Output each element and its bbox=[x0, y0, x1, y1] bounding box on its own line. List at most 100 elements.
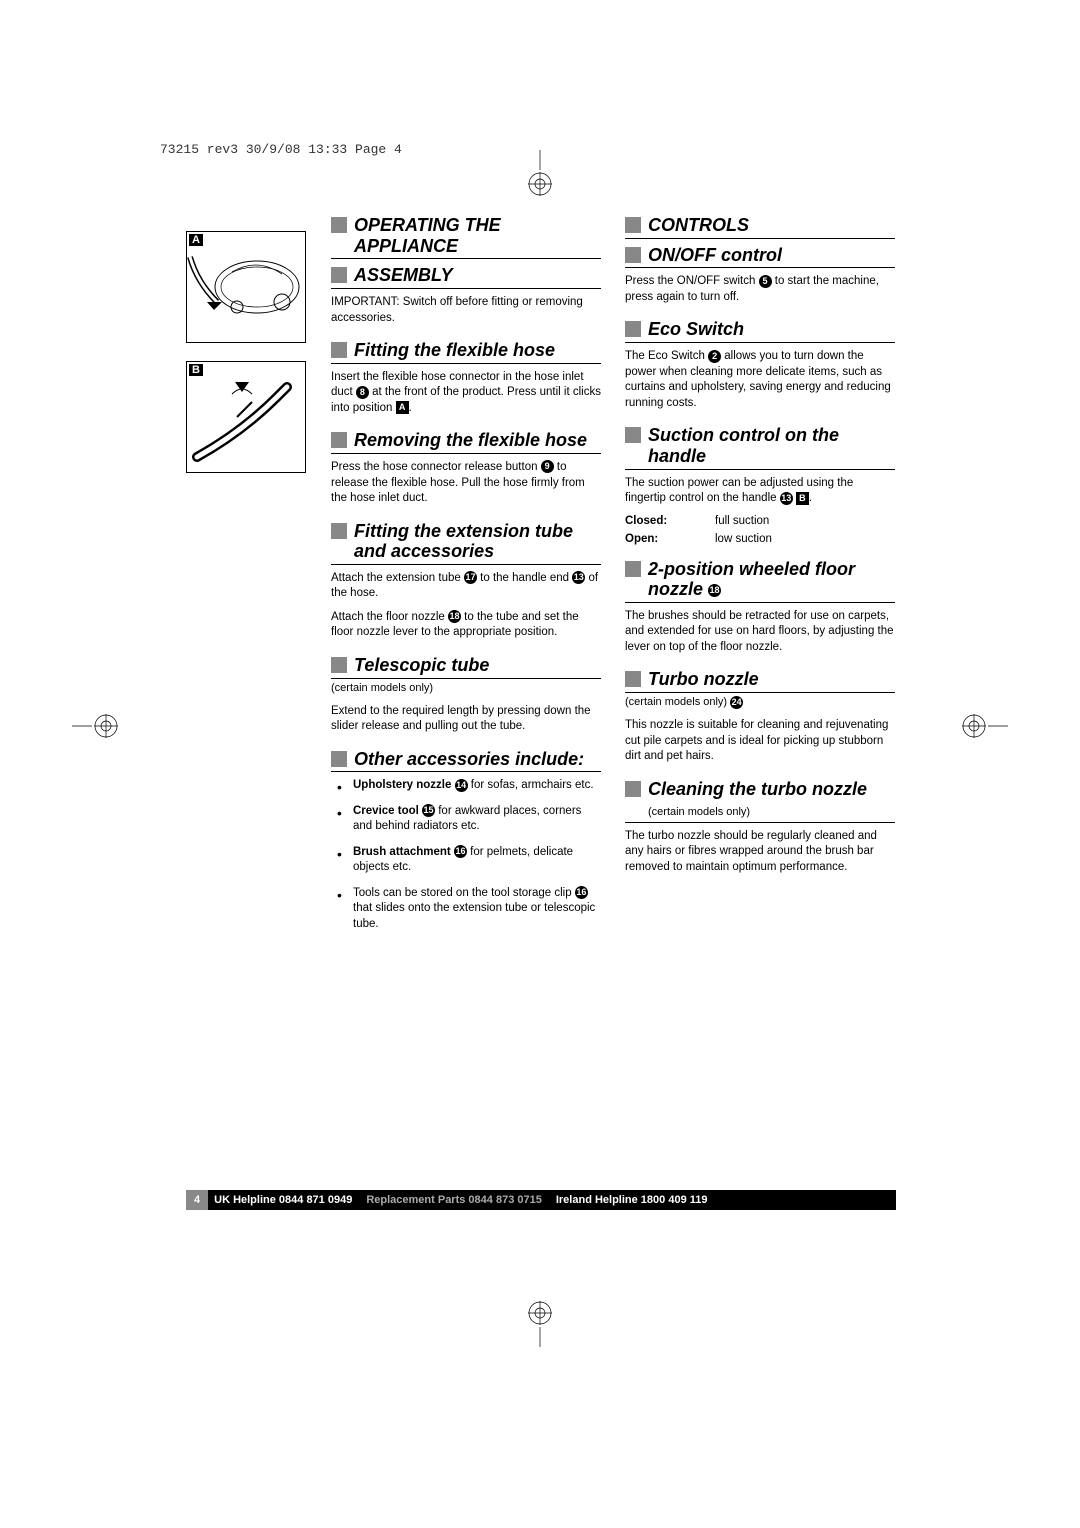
section-turbo: Turbo nozzle bbox=[625, 669, 895, 693]
ref-16-icon: 16 bbox=[575, 886, 588, 899]
ref-13-icon: 13 bbox=[572, 571, 585, 584]
print-header: 73215 rev3 30/9/08 13:33 Page 4 bbox=[160, 142, 402, 157]
heading-onoff: ON/OFF control bbox=[648, 245, 782, 266]
bullet-square-icon bbox=[331, 657, 347, 673]
section-clean-turbo: Cleaning the turbo nozzle (certain model… bbox=[625, 779, 895, 823]
figure-column: A B bbox=[186, 231, 306, 491]
ref-24-icon: 24 bbox=[730, 696, 743, 709]
bullet-square-icon bbox=[331, 751, 347, 767]
bullet-square-icon bbox=[331, 523, 347, 539]
clean-text: The turbo nozzle should be regularly cle… bbox=[625, 829, 895, 876]
section-eco: Eco Switch bbox=[625, 319, 895, 343]
section-telescopic: Telescopic tube bbox=[331, 655, 601, 679]
heading-telescopic: Telescopic tube bbox=[354, 655, 489, 676]
vacuum-illustration-a bbox=[187, 232, 305, 342]
heading-fit-hose: Fitting the flexible hose bbox=[354, 340, 555, 361]
heading-assembly: ASSEMBLY bbox=[354, 265, 453, 286]
bullet-square-icon bbox=[625, 671, 641, 687]
ref-14-icon: 14 bbox=[455, 779, 468, 792]
ref-17-icon: 17 bbox=[464, 571, 477, 584]
bullet-square-icon bbox=[625, 247, 641, 263]
ireland-helpline: Ireland Helpline 1800 409 119 bbox=[556, 1194, 708, 1206]
closed-label: Closed: bbox=[625, 515, 715, 527]
fit-ext-p2: Attach the floor nozzle 18 to the tube a… bbox=[331, 610, 601, 641]
section-operating: OPERATING THE APPLIANCE bbox=[331, 215, 601, 259]
suction-table: Closed:full suction Open:low suction bbox=[625, 515, 895, 545]
uk-helpline: UK Helpline 0844 871 0949 bbox=[214, 1194, 352, 1206]
list-item: Tools can be stored on the tool storage … bbox=[331, 886, 601, 933]
column-2: CONTROLS ON/OFF control Press the ON/OFF… bbox=[625, 215, 895, 942]
section-suction: Suction control on the handle bbox=[625, 425, 895, 469]
ref-9-icon: 9 bbox=[541, 460, 554, 473]
heading-eco: Eco Switch bbox=[648, 319, 744, 340]
bullet-square-icon bbox=[625, 427, 641, 443]
heading-fit-ext: Fitting the extension tube and accessori… bbox=[354, 521, 601, 562]
bullet-square-icon bbox=[331, 267, 347, 283]
section-controls: CONTROLS bbox=[625, 215, 895, 239]
section-onoff: ON/OFF control bbox=[625, 245, 895, 269]
turbo-sub: (certain models only) 24 bbox=[625, 695, 895, 710]
ref-2-icon: 2 bbox=[708, 350, 721, 363]
crop-mark-bottom bbox=[514, 1295, 566, 1347]
crop-mark-right bbox=[956, 700, 1008, 752]
section-floor-nozzle: 2-position wheeled floor nozzle 18 bbox=[625, 559, 895, 603]
replacement-parts: Replacement Parts 0844 873 0715 bbox=[366, 1194, 542, 1206]
heading-clean-turbo: Cleaning the turbo nozzle (certain model… bbox=[648, 779, 895, 820]
section-assembly: ASSEMBLY bbox=[331, 265, 601, 289]
list-item: Brush attachment 16 for pelmets, delicat… bbox=[331, 845, 601, 876]
list-item: Crevice tool 15 for awkward places, corn… bbox=[331, 804, 601, 835]
figure-a-label: A bbox=[189, 234, 203, 246]
bullet-square-icon bbox=[625, 781, 641, 797]
crop-mark-top bbox=[514, 150, 566, 202]
bullet-square-icon bbox=[331, 217, 347, 233]
section-fit-ext: Fitting the extension tube and accessori… bbox=[331, 521, 601, 565]
footer-bar: 4 UK Helpline 0844 871 0949 Replacement … bbox=[186, 1190, 896, 1210]
figure-a: A bbox=[186, 231, 306, 343]
remove-hose-text: Press the hose connector release button … bbox=[331, 460, 601, 507]
ref-18-icon: 18 bbox=[708, 584, 721, 597]
ref-16-icon: 16 bbox=[454, 845, 467, 858]
telescopic-sub: (certain models only) bbox=[331, 681, 601, 696]
ref-5-icon: 5 bbox=[759, 275, 772, 288]
accessory-list: Upholstery nozzle 14 for sofas, armchair… bbox=[331, 778, 601, 932]
eco-text: The Eco Switch 2 allows you to turn down… bbox=[625, 349, 895, 411]
heading-floor-nozzle: 2-position wheeled floor nozzle 18 bbox=[648, 559, 895, 600]
telescopic-text: Extend to the required length by pressin… bbox=[331, 704, 601, 735]
handle-illustration-b bbox=[187, 362, 305, 472]
figure-b: B bbox=[186, 361, 306, 473]
fit-ext-p1: Attach the extension tube 17 to the hand… bbox=[331, 571, 601, 602]
onoff-text: Press the ON/OFF switch 5 to start the m… bbox=[625, 274, 895, 305]
figure-b-label: B bbox=[189, 364, 203, 376]
list-item: Upholstery nozzle 14 for sofas, armchair… bbox=[331, 778, 601, 794]
ref-13-icon: 13 bbox=[780, 492, 793, 505]
heading-suction: Suction control on the handle bbox=[648, 425, 895, 466]
bullet-square-icon bbox=[331, 432, 347, 448]
heading-remove-hose: Removing the flexible hose bbox=[354, 430, 587, 451]
bullet-square-icon bbox=[625, 321, 641, 337]
column-1: OPERATING THE APPLIANCE ASSEMBLY IMPORTA… bbox=[331, 215, 601, 942]
crop-mark-left bbox=[72, 700, 124, 752]
suction-text: The suction power can be adjusted using … bbox=[625, 476, 895, 507]
ref-8-icon: 8 bbox=[356, 386, 369, 399]
bullet-square-icon bbox=[625, 561, 641, 577]
heading-controls: CONTROLS bbox=[648, 215, 749, 236]
ref-18-icon: 18 bbox=[448, 610, 461, 623]
closed-value: full suction bbox=[715, 515, 769, 527]
section-other-acc: Other accessories include: bbox=[331, 749, 601, 773]
bullet-square-icon bbox=[331, 342, 347, 358]
ref-b-icon: B bbox=[796, 492, 809, 505]
section-fit-hose: Fitting the flexible hose bbox=[331, 340, 601, 364]
heading-operating: OPERATING THE APPLIANCE bbox=[354, 215, 601, 256]
open-label: Open: bbox=[625, 533, 715, 545]
turbo-text: This nozzle is suitable for cleaning and… bbox=[625, 718, 895, 765]
heading-other-acc: Other accessories include: bbox=[354, 749, 584, 770]
heading-turbo: Turbo nozzle bbox=[648, 669, 759, 690]
bullet-square-icon bbox=[625, 217, 641, 233]
floor-text: The brushes should be retracted for use … bbox=[625, 609, 895, 656]
fit-hose-text: Insert the flexible hose connector in th… bbox=[331, 370, 601, 417]
open-value: low suction bbox=[715, 533, 772, 545]
ref-15-icon: 15 bbox=[422, 804, 435, 817]
assembly-text: IMPORTANT: Switch off before fitting or … bbox=[331, 295, 601, 326]
section-remove-hose: Removing the flexible hose bbox=[331, 430, 601, 454]
page-number: 4 bbox=[186, 1190, 208, 1210]
